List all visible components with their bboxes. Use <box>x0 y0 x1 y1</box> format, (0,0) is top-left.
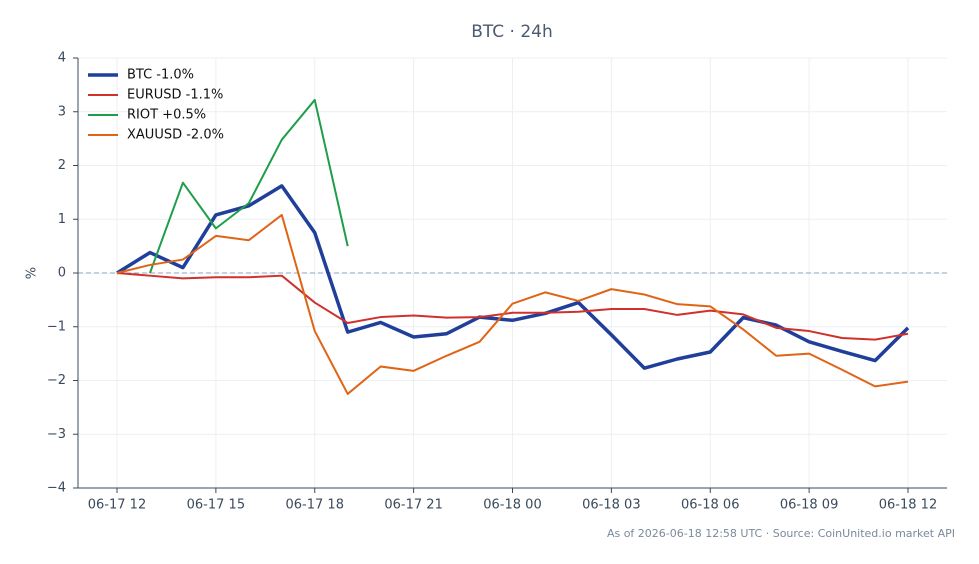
legend-label: RIOT +0.5% <box>127 108 206 123</box>
series-line <box>149 98 349 274</box>
y-tick-label: 3 <box>58 104 66 119</box>
x-tick-label: 06-17 12 <box>88 498 146 513</box>
legend-label: EURUSD -1.1% <box>127 88 223 103</box>
y-tick-label: 4 <box>58 51 66 66</box>
x-tick-label: 06-17 18 <box>286 498 344 513</box>
series-line <box>116 213 909 395</box>
y-tick-label: 1 <box>58 212 66 227</box>
y-tick-label: −4 <box>47 481 66 496</box>
x-tick-label: 06-18 06 <box>681 498 739 513</box>
x-tick-label: 06-18 00 <box>483 498 541 513</box>
y-tick-label: −3 <box>47 427 66 442</box>
series-line <box>116 184 910 370</box>
y-tick-label: 0 <box>58 266 66 281</box>
footnote: As of 2026-06-18 12:58 UTC · Source: Coi… <box>607 527 955 540</box>
y-tick-label: −1 <box>47 319 66 334</box>
chart-title: BTC · 24h <box>471 22 553 42</box>
x-tick-label: 06-18 09 <box>780 498 838 513</box>
legend-label: BTC -1.0% <box>127 68 194 83</box>
legend-label: XAUUSD -2.0% <box>127 128 224 143</box>
x-tick-label: 06-18 03 <box>582 498 640 513</box>
x-tick-label: 06-18 12 <box>879 498 937 513</box>
y-axis-label: % <box>25 267 40 279</box>
x-tick-label: 06-17 15 <box>187 498 245 513</box>
series-line <box>116 272 909 341</box>
y-tick-label: −2 <box>47 373 66 388</box>
y-tick-label: 2 <box>58 158 66 173</box>
x-tick-label: 06-17 21 <box>384 498 442 513</box>
